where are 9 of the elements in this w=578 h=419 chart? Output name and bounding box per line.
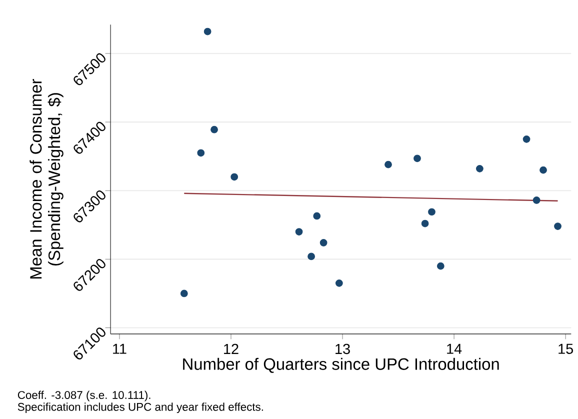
text: Coeff. -3.087 (s.e. 10.111). <box>18 390 150 401</box>
x-tick-label: 13 <box>336 344 350 354</box>
x-tick-label: 14 <box>447 344 462 354</box>
x-axis-title: Number of Quarters since UPC Introduction <box>183 358 499 373</box>
x-tick-label: 15 <box>558 344 573 354</box>
y-axis-title: Mean Income of Consumer (Spending-Weighted, $) <box>30 78 64 278</box>
x-tick-label: 11 <box>113 344 126 354</box>
text: Specification includes UPC and year fixed effects. <box>18 402 263 413</box>
x-tick-label: 12 <box>224 344 238 354</box>
